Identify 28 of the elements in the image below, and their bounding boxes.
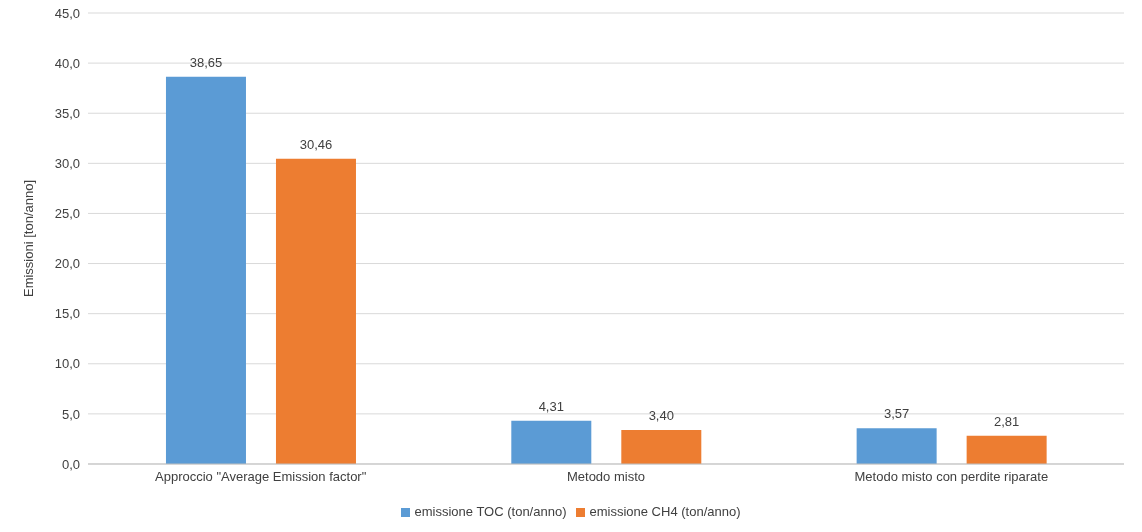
x-tick-label: Metodo misto con perdite riparate	[854, 469, 1049, 485]
legend-label: emissione CH4 (ton/anno)	[589, 504, 741, 519]
data-label: 3,57	[883, 406, 910, 422]
y-tick-label: 0,0	[61, 456, 80, 472]
legend-label: emissione TOC (ton/anno)	[414, 504, 567, 519]
bar	[856, 428, 937, 464]
bar	[165, 76, 246, 464]
y-tick-label: 15,0	[54, 306, 80, 322]
y-tick-label: 45,0	[54, 5, 80, 21]
y-axis-title: Emissioni [ton/anno]	[20, 179, 36, 298]
bar	[966, 435, 1047, 464]
bar	[621, 429, 702, 464]
y-tick-label: 40,0	[54, 55, 80, 71]
y-tick-label: 5,0	[61, 406, 80, 422]
bar	[275, 158, 356, 464]
y-tick-label: 20,0	[54, 256, 80, 272]
data-label: 4,31	[538, 398, 564, 414]
data-label: 30,46	[299, 136, 333, 152]
data-label: 38,65	[189, 54, 223, 70]
x-tick-label: Metodo misto	[566, 469, 646, 485]
y-tick-label: 35,0	[54, 105, 80, 121]
x-tick-label: Approccio "Average Emission factor"	[155, 469, 367, 485]
data-label: 3,40	[648, 407, 674, 423]
data-label: 2,81	[993, 413, 1020, 429]
y-tick-label: 25,0	[54, 206, 80, 222]
bar	[511, 420, 592, 464]
y-tick-label: 30,0	[54, 155, 80, 171]
y-tick-label: 10,0	[54, 356, 80, 372]
